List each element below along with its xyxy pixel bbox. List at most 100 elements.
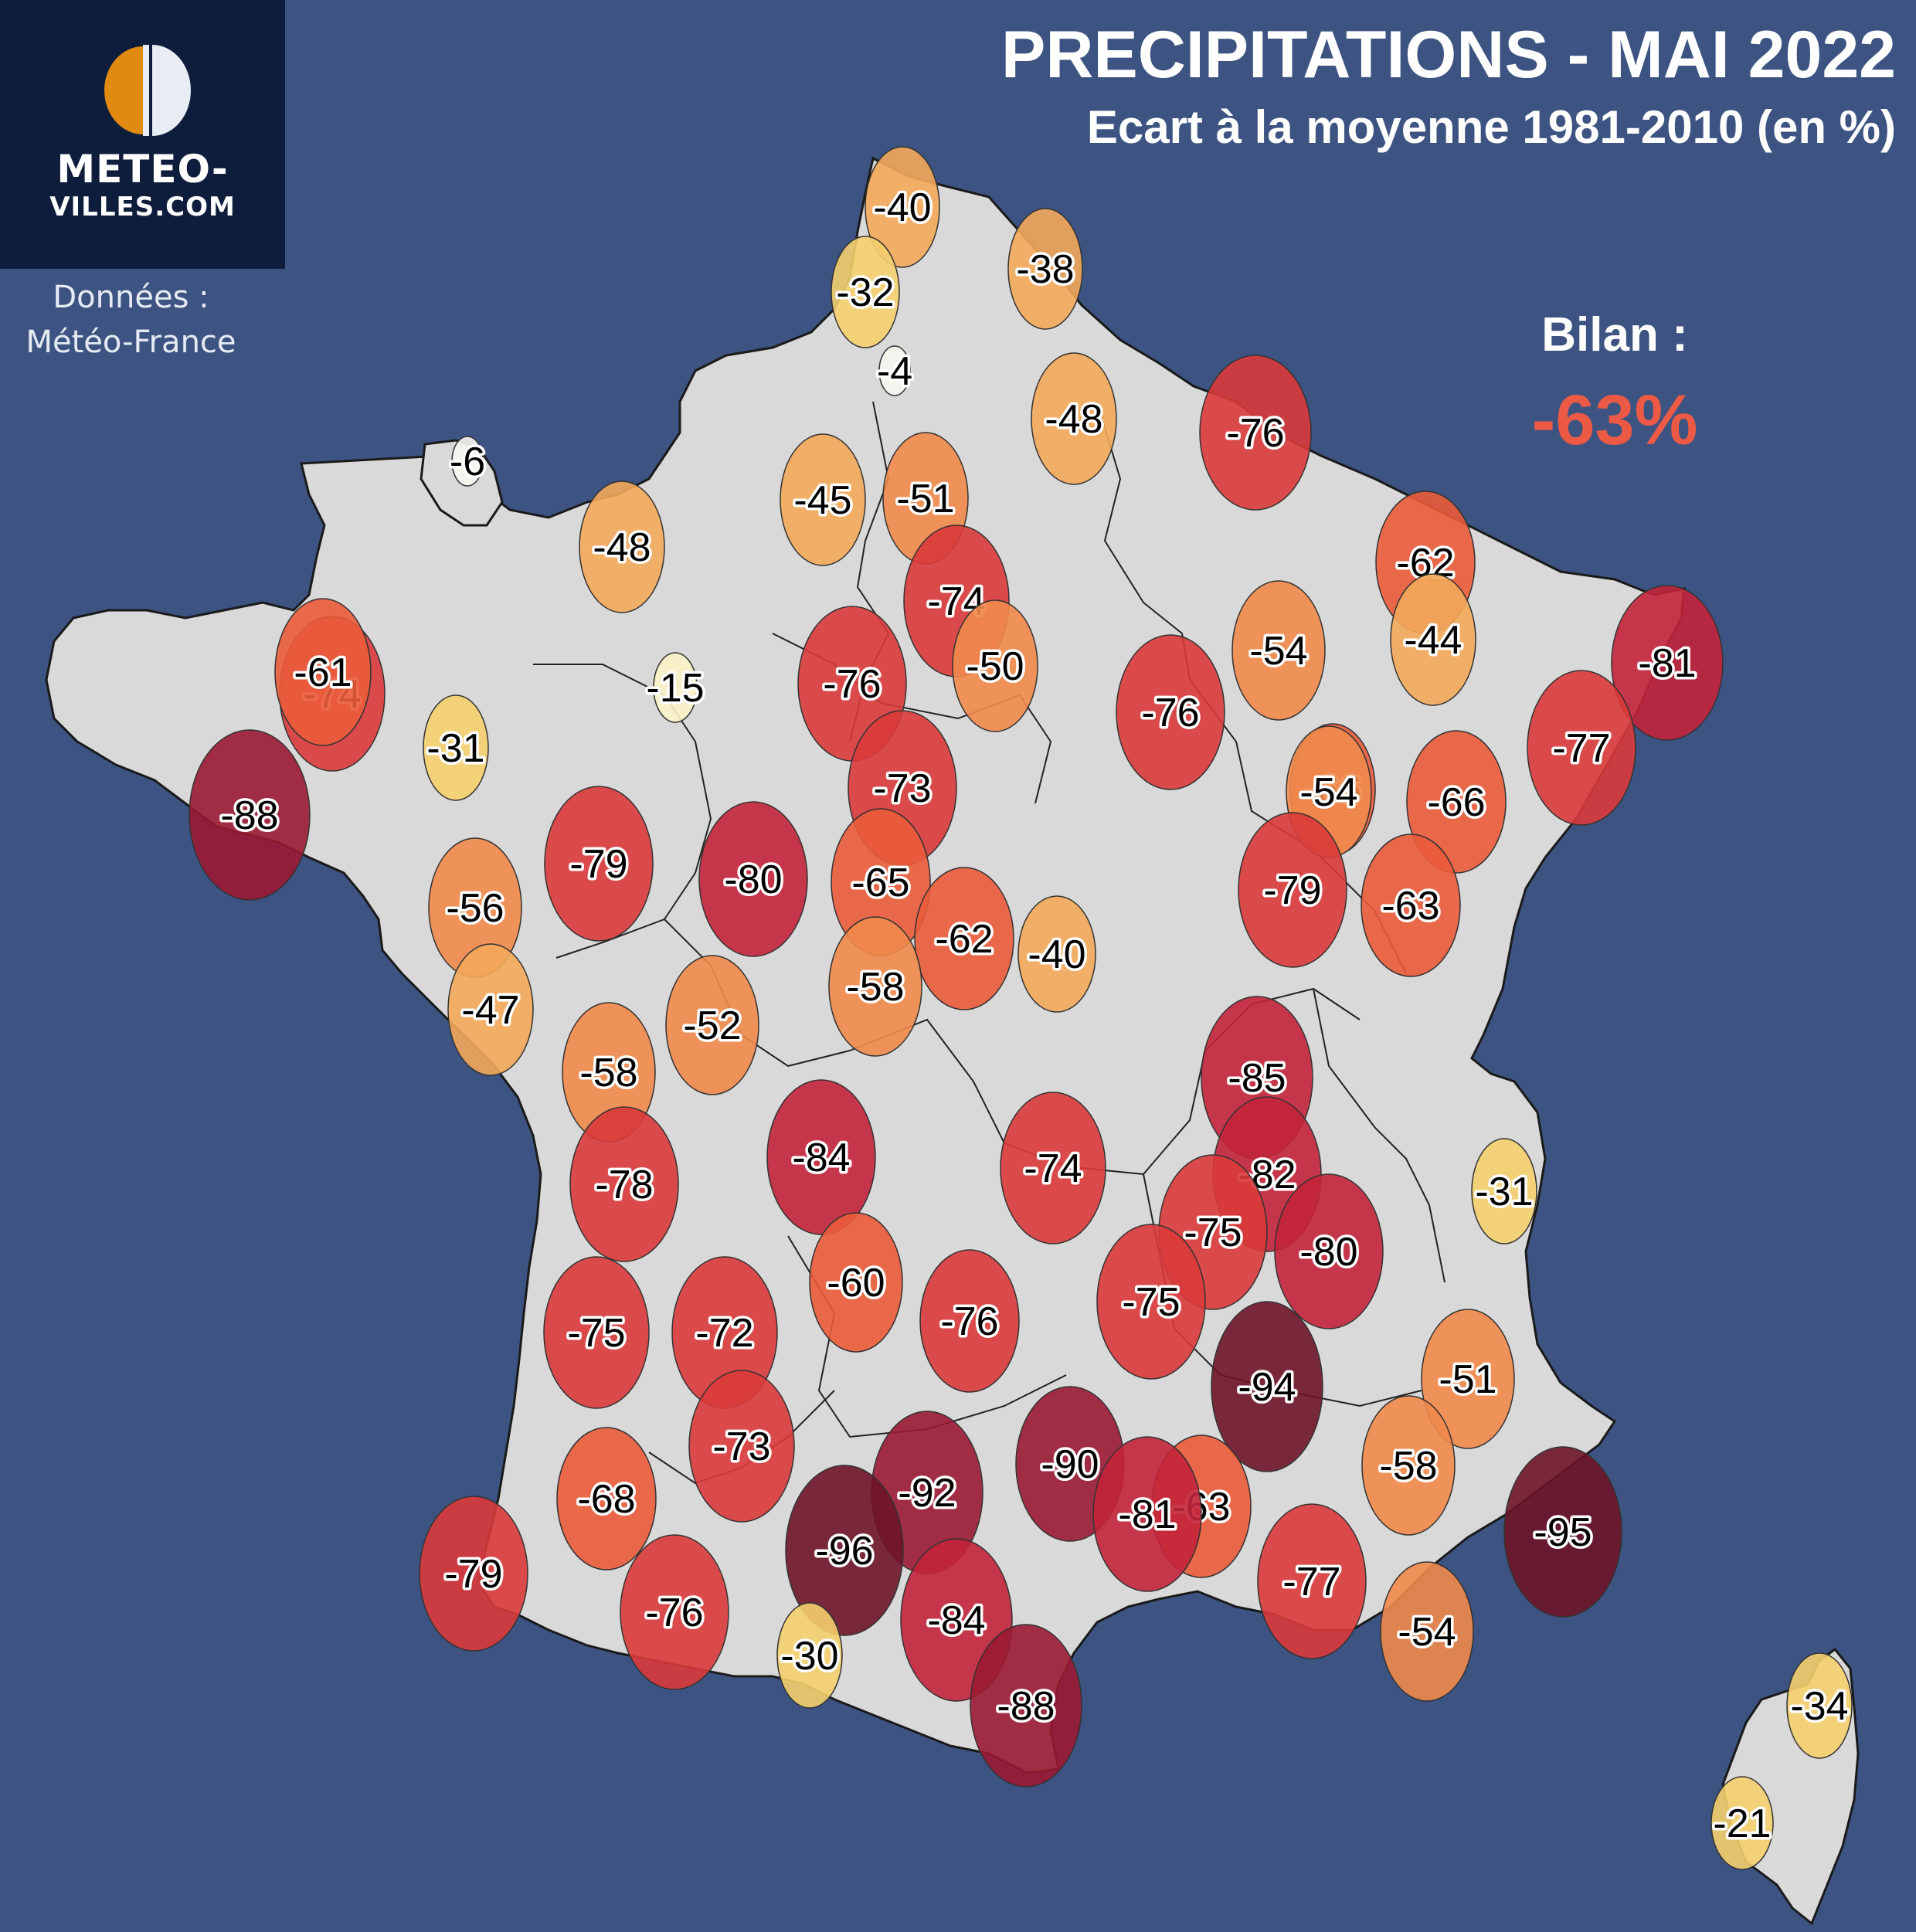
station-bubble: -68 (556, 1427, 657, 1570)
station-bubble: -31 (1471, 1138, 1537, 1244)
station-value-label: -60 (827, 1261, 885, 1306)
station-bubble: -79 (544, 786, 654, 942)
station-value-label: -79 (1263, 868, 1321, 913)
logo-box[interactable]: METEO- VILLES.COM (0, 0, 285, 269)
station-value-label: -85 (1228, 1056, 1286, 1101)
station-marker (569, 1106, 679, 1262)
station-value-label: -45 (793, 478, 851, 523)
station-marker (785, 1465, 904, 1636)
sun-half-icon (104, 46, 143, 134)
station-bubble: -88 (189, 729, 311, 901)
station-value-label: -73 (712, 1424, 770, 1469)
station-bubble: -79 (419, 1496, 528, 1652)
station-bubble: -81 (1611, 585, 1724, 741)
station-value-label: -92 (898, 1471, 956, 1516)
station-bubble: -50 (952, 599, 1038, 732)
station-bubble: -78 (569, 1106, 679, 1262)
station-value-label: -72 (695, 1311, 753, 1356)
station-marker (447, 943, 534, 1076)
station-value-label: -32 (836, 270, 894, 315)
station-value-label: -63 (1381, 884, 1439, 929)
station-marker (766, 1079, 876, 1235)
station-bubble: -45 (780, 433, 866, 566)
station-marker (865, 146, 940, 268)
station-value-label: -76 (940, 1299, 998, 1344)
station-marker (1361, 834, 1461, 977)
station-marker (776, 1602, 843, 1709)
logo-mark (104, 45, 191, 136)
station-bubble: -72 (671, 1256, 778, 1409)
station-bubble: -51 (1421, 1309, 1515, 1449)
logo-divider (143, 45, 149, 136)
station-bubble: -94 (1211, 1301, 1323, 1472)
station-bubble: -76 (1199, 355, 1312, 511)
station-bubble: -58 (828, 916, 922, 1057)
station-bubble: -48 (579, 480, 665, 613)
station-marker (1503, 1446, 1622, 1618)
station-value-label: -76 (1226, 411, 1284, 456)
station-marker (919, 1249, 1020, 1393)
station-bubble: -60 (809, 1212, 903, 1353)
station-bubbles: -40 -38 -32 -4 -6 -48 -76 -45 -51 -48 -62 -74 -44 -81… (189, 146, 1853, 1870)
station-value-label: -54 (1398, 1610, 1456, 1655)
station-marker (1211, 1301, 1323, 1472)
moon-half-icon (152, 45, 191, 136)
station-bubble: -76 (620, 1534, 729, 1690)
station-value-label: -68 (577, 1477, 635, 1522)
station-marker (189, 729, 311, 901)
station-bubble: -30 (776, 1602, 843, 1709)
station-bubble: -77 (1257, 1503, 1367, 1659)
station-marker (1031, 352, 1117, 485)
station-bubble: -6 (447, 436, 488, 487)
station-bubble: -54 (1231, 580, 1326, 721)
station-value-label: -80 (1299, 1230, 1357, 1275)
station-value-label: -48 (1045, 397, 1102, 442)
station-bubble: -81 (1092, 1436, 1202, 1592)
station-marker (1017, 895, 1096, 1013)
station-value-label: -78 (595, 1163, 653, 1207)
station-marker (1390, 573, 1476, 706)
station-bubble: -84 (766, 1079, 876, 1235)
station-bubble: -31 (423, 694, 489, 801)
station-value-label: -84 (792, 1136, 850, 1180)
station-value-label: -21 (1713, 1801, 1771, 1846)
station-value-label: -58 (579, 1051, 637, 1095)
station-marker (809, 1212, 903, 1353)
station-marker (914, 867, 1014, 1010)
station-marker (1257, 1503, 1367, 1659)
station-marker (831, 236, 900, 348)
station-bubble: -66 (1406, 730, 1507, 874)
station-marker (653, 652, 698, 723)
station-marker (952, 599, 1038, 732)
page-title: PRECIPITATIONS - MAI 2022 (1000, 18, 1896, 92)
station-value-label: -48 (593, 525, 651, 570)
logo-text-line1: METEO- (56, 147, 229, 192)
station-bubble: -54 (1380, 1561, 1474, 1702)
station-bubble: -62 (914, 867, 1014, 1010)
summary-label: Bilan : (1541, 308, 1688, 362)
station-marker (1406, 730, 1507, 874)
station-value-label: -74 (1024, 1146, 1082, 1191)
station-bubble: -80 (1274, 1173, 1384, 1329)
station-value-label: -40 (873, 185, 931, 230)
station-value-label: -30 (780, 1634, 838, 1679)
station-value-label: -52 (683, 1003, 741, 1048)
station-marker (620, 1534, 729, 1690)
station-bubble: -32 (831, 236, 900, 348)
station-bubble: -73 (688, 1370, 795, 1523)
station-bubble: -52 (665, 955, 759, 1095)
station-value-label: -58 (846, 965, 904, 1010)
station-value-label: -44 (1404, 618, 1462, 663)
station-bubble: -48 (1031, 352, 1117, 485)
station-value-label: -62 (935, 917, 993, 962)
station-bubble: -40 (865, 146, 940, 268)
station-marker (1786, 1652, 1853, 1759)
station-marker (780, 433, 866, 566)
station-marker (970, 1624, 1082, 1788)
station-bubble: -75 (1096, 1224, 1206, 1380)
station-value-label: -81 (1118, 1492, 1176, 1537)
station-value-label: -66 (1427, 780, 1485, 825)
station-value-label: -76 (823, 662, 881, 707)
station-marker (1611, 585, 1724, 741)
station-value-label: -79 (569, 842, 627, 887)
